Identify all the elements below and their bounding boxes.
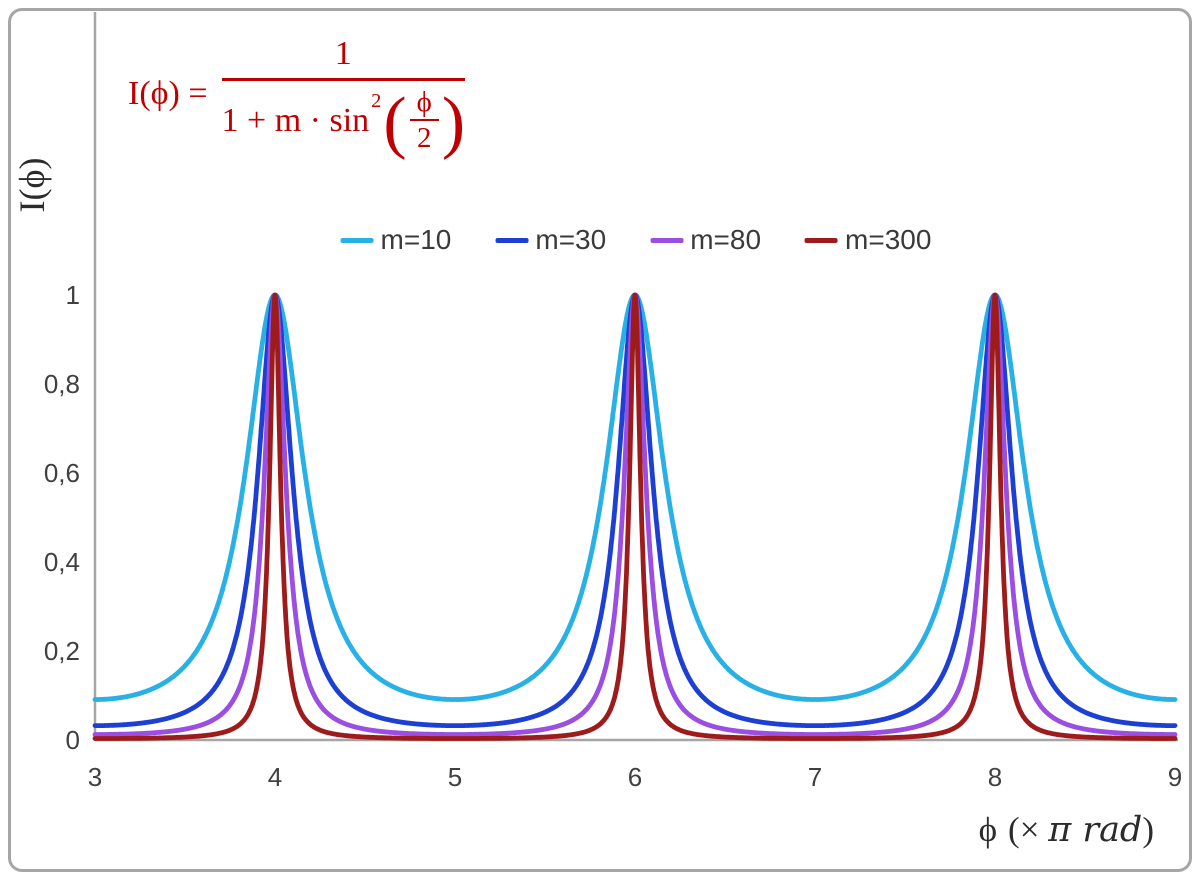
formula-denominator-base: 1 + m · sin [221,101,370,139]
x-axis-title: ϕ (× π rad) [979,810,1154,850]
y-tick-label: 0,8 [44,369,80,399]
formula-exponent: 2 [371,90,382,113]
formula-numerator: 1 [221,34,466,82]
legend-label: m=300 [845,224,932,255]
legend-swatch-m=300 [805,237,839,243]
series-curve-m=30 [92,292,1178,728]
legend: m=10 m=30 m=80 m=300 [340,224,931,256]
intensity-formula: I(ϕ) = 1 1 + m · sin2 ( ϕ 2 ) [128,34,466,161]
series-curve-m=80 [92,292,1178,737]
y-tick-label: 0,4 [44,547,80,577]
legend-label: m=30 [535,224,607,255]
formula-fraction: 1 1 + m · sin2 ( ϕ 2 ) [221,34,466,161]
formula-inner-fraction: ϕ 2 [409,87,439,155]
x-tick-label: 3 [88,762,102,792]
legend-label: m=80 [690,224,762,255]
formula-lhs: I(ϕ) = [128,75,208,113]
y-tick-label: 0,6 [44,458,80,488]
formula-right-paren: ) [441,83,466,161]
x-tick-label: 8 [988,762,1002,792]
legend-label: m=10 [380,224,452,255]
legend-item-m=30: m=30 [495,224,606,256]
x-axis-title-phi: ϕ [978,810,998,849]
y-axis-title: I(ϕ) [12,157,52,213]
formula-left-paren: ( [383,83,407,161]
formula-inner-denominator: 2 [416,122,432,155]
legend-swatch-m=10 [340,237,374,243]
x-axis-title-close: ) [1142,810,1154,849]
x-tick-label: 7 [808,762,822,792]
x-tick-label: 5 [448,762,462,792]
legend-item-m=300: m=300 [805,224,931,256]
x-tick-label: 4 [268,762,282,792]
formula-denominator-text: 1 + m · sin2 [221,90,384,140]
formula-denominator: 1 + m · sin2 ( ϕ 2 ) [221,81,466,161]
series-curve-m=300 [92,292,1178,741]
y-tick-label: 0,2 [44,636,80,666]
legend-item-m=10: m=10 [340,224,452,256]
legend-swatch-m=80 [650,237,684,243]
y-tick-label: 1 [66,280,80,310]
formula-inner-numerator: ϕ [409,87,439,122]
legend-item-m=80: m=80 [650,224,761,256]
x-tick-label: 6 [628,762,642,792]
x-axis-title-units: π rad [1048,810,1143,850]
x-axis-title-mid: (× [1008,810,1049,849]
y-tick-label: 0 [66,725,80,755]
x-tick-label: 9 [1168,762,1182,792]
legend-swatch-m=30 [495,237,529,243]
